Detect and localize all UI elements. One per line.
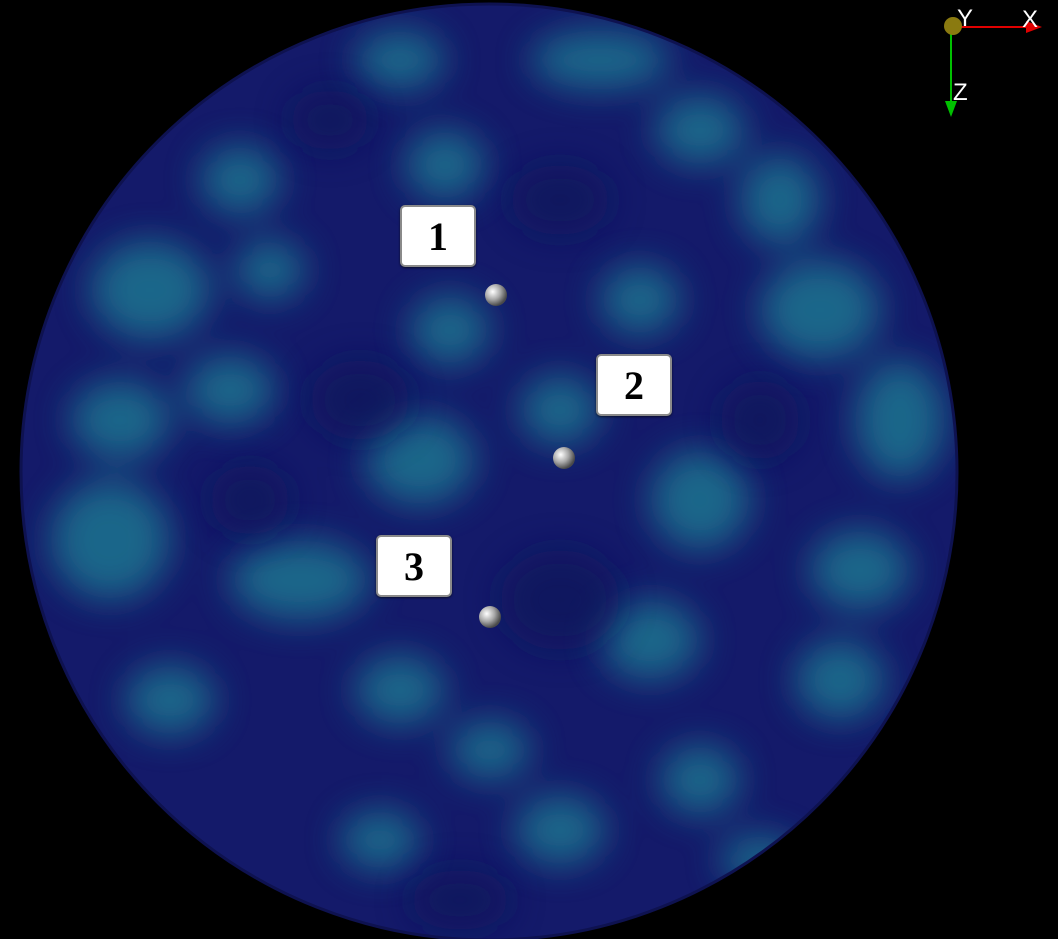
marker-3-label[interactable]: 3: [376, 535, 452, 597]
z-axis-arrow: [945, 101, 957, 117]
marker-2-sphere[interactable]: [553, 447, 575, 469]
marker-1-sphere[interactable]: [485, 284, 507, 306]
x-axis-label: X: [1022, 6, 1038, 33]
disk-rim: [19, 2, 959, 939]
marker-1-label[interactable]: 1: [400, 205, 476, 267]
y-axis-label: Y: [957, 5, 973, 32]
z-axis-label: Z: [953, 79, 968, 106]
orientation-axes: X Y Z: [944, 5, 1042, 117]
x-axis-arrow: [1026, 21, 1042, 33]
marker-3-sphere[interactable]: [479, 606, 501, 628]
y-axis-dot: [944, 17, 962, 35]
marker-2-label[interactable]: 2: [596, 354, 672, 416]
texture-pattern: [50, 30, 945, 885]
texture-dark-patches: [210, 90, 800, 930]
sample-disk: [20, 3, 958, 939]
